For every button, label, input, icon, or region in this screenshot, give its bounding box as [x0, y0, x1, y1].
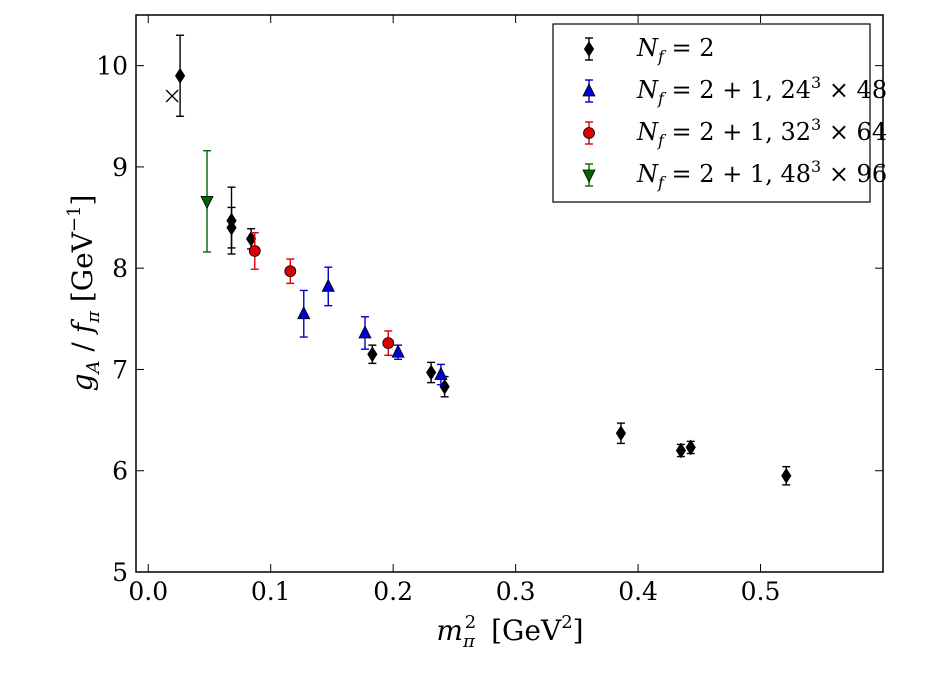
x-tick-label: 0.2 — [373, 577, 413, 606]
series-x — [165, 89, 179, 103]
data-point — [165, 89, 179, 103]
y-tick-label: 5 — [112, 558, 128, 587]
data-point — [200, 195, 214, 210]
data-point — [358, 325, 372, 339]
data-point — [367, 346, 378, 363]
legend-marker — [583, 41, 595, 57]
y-tick-label: 7 — [112, 355, 128, 384]
legend: Nf = 2 Nf = 2 + 1, 243 × 48 Nf = 2 + 1, … — [552, 23, 887, 203]
y-tick-label: 8 — [112, 254, 128, 283]
y-tick-label: 9 — [112, 153, 128, 182]
data-point — [297, 305, 311, 320]
axis-tick-labels: 0.0 0.1 0.2 0.3 0.4 0.5 5 6 7 8 9 10 — [96, 52, 780, 606]
series-diamond — [174, 34, 792, 486]
data-points — [165, 34, 792, 486]
legend-marker — [583, 127, 595, 139]
data-point — [382, 337, 395, 350]
x-tick-label: 0.4 — [618, 577, 658, 606]
series-triangle-down — [200, 150, 214, 253]
data-point — [781, 467, 792, 484]
y-axis-label: gA / fπ [GeV−1] — [64, 195, 104, 392]
legend-entry-nf21-32: Nf = 2 + 1, 323 × 64 — [636, 115, 887, 150]
legend-marker — [582, 169, 596, 183]
x-tick-label: 0.3 — [496, 577, 536, 606]
series-circle — [248, 232, 395, 356]
x-tick-label: 0.0 — [128, 577, 168, 606]
data-point — [426, 364, 437, 381]
data-point — [615, 425, 627, 442]
x-tick-label: 0.5 — [741, 577, 781, 606]
legend-box — [552, 23, 871, 203]
data-point — [248, 245, 261, 257]
data-point — [391, 344, 405, 358]
legend-entry-nf21-48: Nf = 2 + 1, 483 × 96 — [636, 157, 887, 192]
data-point — [685, 439, 696, 456]
legend-markers — [582, 37, 596, 187]
x-tick-label: 0.1 — [251, 577, 291, 606]
data-point — [675, 442, 687, 459]
data-point — [174, 67, 186, 84]
y-tick-label: 6 — [112, 457, 128, 486]
legend-entry-nf2: Nf = 2 — [636, 34, 715, 66]
axis-ticks — [136, 15, 883, 573]
data-point — [321, 278, 335, 292]
legend-marker — [582, 83, 596, 97]
data-point — [434, 366, 448, 380]
y-tick-label: 10 — [96, 52, 128, 81]
data-point — [284, 265, 297, 278]
x-axis-label: mπ2 [GeV2] — [436, 612, 583, 652]
data-point — [226, 219, 237, 236]
series-triangle-up — [297, 266, 448, 386]
legend-entry-nf21-24: Nf = 2 + 1, 243 × 48 — [636, 73, 887, 108]
